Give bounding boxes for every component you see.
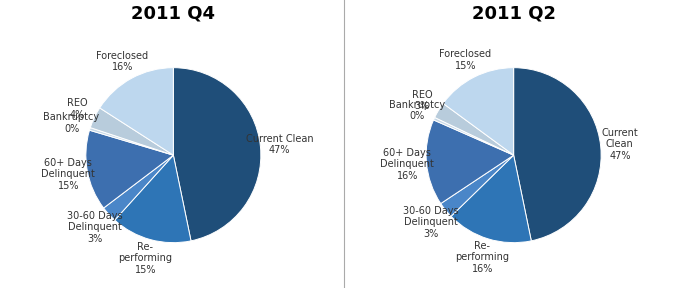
Text: 60+ Days
Delinquent
15%: 60+ Days Delinquent 15% (41, 158, 95, 191)
Text: Re-
performing
15%: Re- performing 15% (118, 242, 172, 275)
Wedge shape (89, 128, 173, 155)
Text: 30-60 Days
Delinquent
3%: 30-60 Days Delinquent 3% (403, 206, 458, 239)
Wedge shape (443, 68, 514, 155)
Wedge shape (86, 130, 173, 208)
Text: Current Clean
47%: Current Clean 47% (246, 134, 313, 155)
Text: Bankruptcy
0%: Bankruptcy 0% (43, 112, 100, 134)
Wedge shape (433, 118, 514, 155)
Wedge shape (90, 108, 173, 155)
Wedge shape (451, 155, 531, 243)
Text: Foreclosed
16%: Foreclosed 16% (96, 51, 148, 72)
Title: 2011 Q2: 2011 Q2 (472, 4, 556, 22)
Title: 2011 Q4: 2011 Q4 (131, 4, 215, 22)
Wedge shape (435, 103, 514, 155)
Text: Current
Clean
47%: Current Clean 47% (601, 128, 638, 161)
Wedge shape (426, 120, 514, 204)
Text: Bankruptcy
0%: Bankruptcy 0% (389, 100, 444, 122)
Wedge shape (115, 155, 191, 243)
Wedge shape (100, 68, 173, 155)
Wedge shape (104, 155, 173, 220)
Text: 30-60 Days
Delinquent
3%: 30-60 Days Delinquent 3% (67, 211, 122, 244)
Text: Foreclosed
15%: Foreclosed 15% (440, 49, 491, 71)
Text: Re-
performing
16%: Re- performing 16% (455, 241, 509, 274)
Text: REO
4%: REO 4% (67, 98, 87, 120)
Wedge shape (441, 155, 514, 216)
Wedge shape (514, 68, 601, 241)
Wedge shape (173, 68, 261, 241)
Text: REO
3%: REO 3% (412, 90, 432, 111)
Text: 60+ Days
Delinquent
16%: 60+ Days Delinquent 16% (381, 148, 434, 181)
